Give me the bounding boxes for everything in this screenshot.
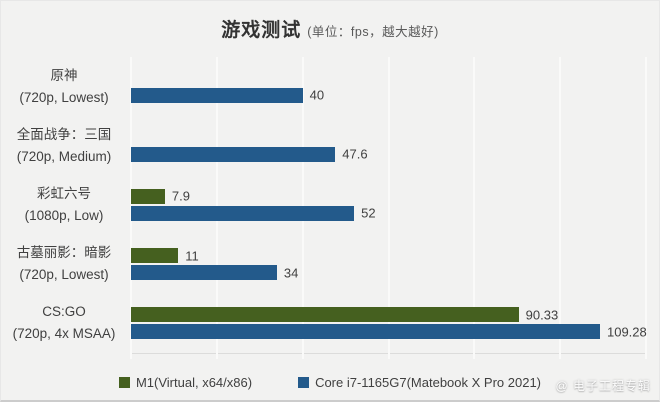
- value-label: 109.28: [606, 324, 647, 340]
- category-name: 原神: [50, 67, 78, 83]
- value-label: 52: [361, 205, 376, 221]
- plot-area: 40 47.6 7.9 52 11 34 90.33 109.28: [130, 57, 647, 359]
- category-name: 彩虹六号: [37, 185, 91, 201]
- category-name: CS:GO: [42, 304, 86, 320]
- bar-series-1: [131, 265, 277, 281]
- category-label: CS:GO (720p, 4x MSAA): [1, 294, 127, 353]
- legend-swatch-icon: [298, 377, 310, 388]
- legend-item-series-0: M1(Virtual, x64/x86): [118, 375, 253, 390]
- category-settings: (720p, Lowest): [19, 89, 109, 105]
- category-band: 90.33 109.28: [131, 294, 647, 353]
- bar-series-1: [131, 87, 303, 103]
- category-settings: (1080p, Low): [24, 207, 104, 223]
- category-band: 7.9 52: [131, 175, 646, 234]
- gridline-120: [645, 57, 647, 359]
- chart-legend: M1(Virtual, x64/x86) Core i7-1165G7(Mateb…: [1, 375, 659, 390]
- gridline-60: [387, 57, 390, 359]
- bar-series-0: [131, 307, 519, 323]
- bar-series-1: [131, 205, 355, 221]
- bar-series-1: [131, 324, 600, 340]
- legend-swatch-icon: [118, 377, 130, 388]
- category-band: 47.6: [131, 116, 646, 175]
- value-label: 47.6: [342, 146, 368, 162]
- category-settings: (720p, Lowest): [19, 267, 109, 283]
- gridline-100: [559, 57, 562, 359]
- bar-series-1: [131, 146, 336, 162]
- legend-label: Core i7-1165G7(Matebook X Pro 2021): [315, 375, 542, 390]
- category-band: 11 34: [131, 235, 646, 294]
- value-label: 90.33: [525, 307, 559, 323]
- category-label: 彩虹六号 (1080p, Low): [1, 175, 127, 234]
- category-settings: (720p, 4x MSAA): [12, 326, 116, 342]
- category-axis-labels: 原神 (720p, Lowest) 全面战争：三国 (720p, Medium) 彩虹六…: [1, 57, 127, 353]
- bar-series-0: [131, 188, 165, 204]
- category-label: 原神 (720p, Lowest): [1, 57, 127, 116]
- value-label: 7.9: [171, 188, 190, 204]
- bar-series-0: [131, 248, 179, 264]
- legend-item-series-1: Core i7-1165G7(Matebook X Pro 2021): [298, 375, 541, 390]
- legend-label: M1(Virtual, x64/x86): [135, 375, 253, 390]
- category-label: 全面战争：三国 (720p, Medium): [1, 116, 127, 175]
- chart-title: 游戏测试 (单位：fps，越大越好): [1, 15, 659, 42]
- chart-title-main: 游戏测试: [221, 20, 302, 41]
- category-label: 古墓丽影：暗影 (720p, Lowest): [1, 235, 127, 294]
- watermark: @ 电子工程专辑: [555, 379, 651, 393]
- value-label: 11: [185, 248, 199, 264]
- gridline-80: [473, 57, 476, 359]
- value-label: 34: [283, 265, 299, 281]
- category-band: 40: [131, 57, 646, 116]
- category-name: 古墓丽影：暗影: [16, 245, 112, 261]
- chart-title-subtitle: (单位：fps，越大越好): [307, 25, 439, 39]
- value-label: 40: [309, 87, 325, 103]
- category-name: 全面战争：三国: [16, 126, 112, 142]
- category-settings: (720p, Medium): [16, 148, 112, 164]
